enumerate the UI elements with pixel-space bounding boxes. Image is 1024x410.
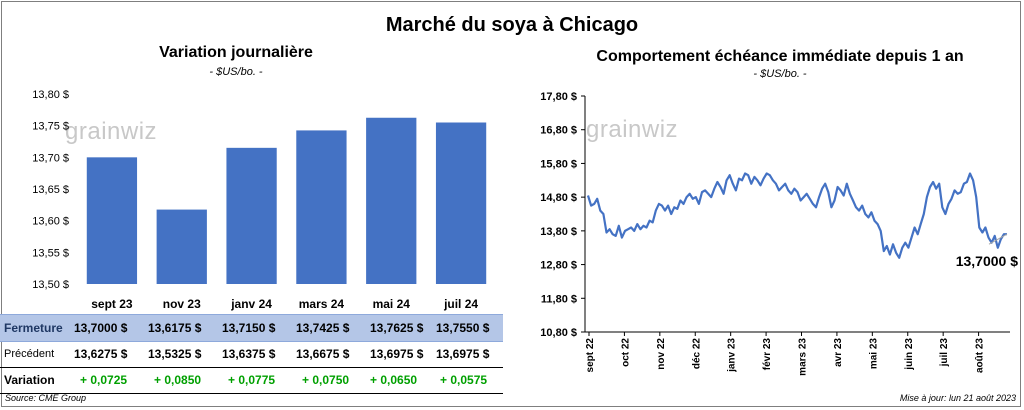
y-tick-label: 13,60 $	[32, 216, 69, 228]
x-category-label: mai 24	[373, 297, 411, 311]
x-tick-label: avr 23	[833, 338, 844, 367]
y-tick-label: 13,55 $	[32, 247, 69, 259]
bar	[156, 209, 207, 284]
cell-fermeture-6: 13,7550 $	[436, 321, 490, 335]
y-tick-label: 13,80 $	[32, 89, 69, 101]
row-label-precedent: Précédent	[4, 348, 55, 360]
cell-precedent-5: 13,6975 $	[370, 347, 424, 361]
cell-variation-6: + 0,0575	[440, 373, 488, 387]
row-label-variation: Variation	[4, 373, 55, 387]
bar-chart: 13,50 $ 13,55 $ 13,60 $ 13,65 $ 13,70 $ 13,75…	[32, 89, 487, 311]
y-tick-label: 16,80 $	[540, 125, 577, 137]
table-row-variation: Variation + 0,0725 + 0,0850 + 0,0775 + 0…	[0, 367, 503, 394]
table-row-precedent: Précédent 13,6275 $ 13,5325 $ 13,6375 $ …	[0, 341, 503, 368]
cell-precedent-3: 13,6375 $	[222, 347, 276, 361]
bar	[86, 157, 138, 284]
cell-fermeture-1: 13,7000 $	[74, 321, 128, 335]
cell-variation-5: + 0,0650	[370, 373, 418, 387]
grainwiz-watermark-right: grainwiz	[586, 116, 679, 143]
x-tick-label: oct 22	[620, 338, 631, 367]
y-tick-label: 13,70 $	[32, 152, 69, 164]
cell-fermeture-3: 13,7150 $	[222, 321, 276, 335]
left-chart-title: Variation journalière	[159, 44, 313, 61]
x-tick-label: nov 22	[656, 338, 667, 370]
x-category-label: janv 24	[230, 297, 272, 311]
bar	[226, 147, 277, 284]
bar	[435, 122, 487, 284]
x-tick-label: juin 23	[904, 338, 915, 371]
cell-variation-4: + 0,0750	[302, 373, 350, 387]
cell-precedent-4: 13,6675 $	[296, 347, 350, 361]
cell-precedent-6: 13,6975 $	[436, 347, 490, 361]
bar	[296, 130, 347, 284]
table-row-fermeture: Fermeture 13,7000 $ 13,6175 $ 13,7150 $ …	[0, 314, 503, 342]
page-title: Marché du soya à Chicago	[385, 14, 639, 36]
y-tick-label: 10,80 $	[540, 327, 577, 339]
cell-fermeture-5: 13,7625 $	[370, 321, 424, 335]
y-tick-label: 15,80 $	[540, 158, 577, 170]
x-tick-label: janv 23	[727, 338, 738, 373]
left-chart-subtitle: - $US/bo. -	[209, 66, 263, 78]
x-tick-label: août 23	[975, 338, 986, 373]
cell-variation-3: + 0,0775	[228, 373, 276, 387]
source-note: Source: CME Group	[5, 393, 87, 403]
y-tick-label: 13,65 $	[32, 184, 69, 196]
x-tick-label: févr 23	[762, 338, 773, 371]
y-tick-label: 13,80 $	[540, 226, 577, 238]
cell-variation-2: + 0,0850	[154, 373, 202, 387]
cell-fermeture-4: 13,7425 $	[296, 321, 350, 335]
y-tick-label: 17,80 $	[540, 91, 577, 103]
bar	[366, 117, 417, 284]
x-category-label: juil 24	[443, 297, 478, 311]
y-tick-label: 14,80 $	[540, 192, 577, 204]
grainwiz-watermark: grainwiz	[65, 118, 158, 145]
y-tick-label: 13,75 $	[32, 121, 69, 133]
right-chart-title: Comportement échéance immédiate depuis 1…	[596, 48, 964, 65]
cell-fermeture-2: 13,6175 $	[148, 321, 202, 335]
y-tick-label: 13,50 $	[32, 279, 69, 291]
right-chart-subtitle: - $US/bo. -	[753, 68, 807, 80]
cell-variation-1: + 0,0725	[80, 373, 128, 387]
y-tick-label: 12,80 $	[540, 260, 577, 272]
x-category-label: nov 23	[163, 297, 201, 311]
x-tick-label: sept 22	[585, 338, 596, 373]
x-tick-label: mars 23	[798, 338, 809, 376]
x-category-label: mars 24	[299, 297, 345, 311]
cell-precedent-1: 13,6275 $	[74, 347, 128, 361]
update-note: Mise à jour: lun 21 août 2023	[899, 393, 1016, 403]
x-tick-label: mai 23	[868, 338, 879, 370]
price-line	[586, 172, 1007, 259]
y-tick-label: 11,80 $	[541, 293, 577, 305]
row-label-fermeture: Fermeture	[4, 321, 63, 335]
cell-precedent-2: 13,5325 $	[148, 347, 202, 361]
last-value-leader	[988, 233, 1008, 245]
x-category-label: sept 23	[91, 297, 133, 311]
x-tick-label: déc 22	[691, 338, 702, 370]
x-tick-label: juil 23	[939, 338, 950, 368]
last-value-label: 13,7000 $	[956, 253, 1018, 269]
